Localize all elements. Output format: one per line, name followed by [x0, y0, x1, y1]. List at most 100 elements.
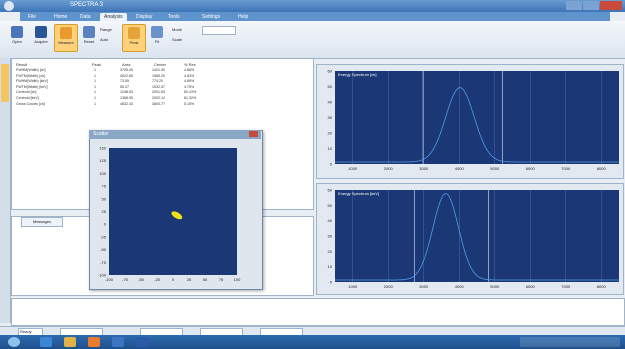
table-row[interactable]: FWTM(Width) [ch] 1 4022.80 1985.20 4.83%: [12, 74, 313, 79]
x-tick-label: 4000: [455, 166, 465, 171]
acquire-button[interactable]: Acquire: [30, 24, 52, 50]
x-tick-label: 25: [187, 277, 192, 282]
ribbon-button-label: Acquire: [34, 39, 48, 44]
table-cell: FWTM(Width) [keV]: [16, 84, 48, 89]
ribbon-option-range[interactable]: Range: [100, 27, 112, 32]
tab-display[interactable]: Display: [136, 14, 153, 20]
minimize-button[interactable]: [566, 1, 582, 10]
x-tick-label: 6000: [526, 166, 536, 171]
scatter-plot[interactable]: 150 125 100 75 50 25 0 -25 -50 -75 -100-100 -75 -50 -…: [90, 131, 262, 289]
table-cell: FWHM(Width) [keV]: [16, 79, 48, 84]
col-header-center[interactable]: Center: [154, 62, 167, 67]
y-tick-label: 10: [328, 264, 333, 269]
tab-data[interactable]: Data: [80, 14, 91, 20]
table-cell: 1: [94, 73, 96, 78]
media-icon[interactable]: [88, 337, 100, 347]
range-field[interactable]: [202, 26, 236, 35]
y-tick-label: 75: [102, 184, 107, 189]
table-cell: 4022.80: [120, 73, 133, 78]
messages-tab[interactable]: Messages: [21, 217, 63, 227]
x-tick-label: 7000: [561, 284, 571, 289]
fit-button[interactable]: Fit: [146, 24, 168, 50]
table-row[interactable]: FWTM(Width) [keV] 1 55.27 1032.57 4.75%: [12, 85, 313, 90]
y-tick-label: 40: [328, 218, 333, 223]
x-tick-label: 8000: [597, 166, 607, 171]
measure-icon: [60, 27, 72, 39]
top-spectrum-chart[interactable]: Energy Spectrum [ch] 1000 2000 3000 4000 5000…: [317, 65, 623, 178]
x-tick-label: 3000: [419, 284, 429, 289]
spectra-icon[interactable]: [136, 337, 148, 347]
x-tick-label: -75: [122, 277, 129, 282]
x-tick-label: 3000: [419, 166, 429, 171]
tab-analysis[interactable]: Analysis: [100, 13, 127, 21]
side-panel-tab[interactable]: [1, 64, 9, 102]
x-tick-label: 8000: [597, 284, 607, 289]
windows-start-icon[interactable]: [8, 337, 20, 347]
x-tick-label: 5000: [490, 166, 500, 171]
maximize-button[interactable]: [583, 1, 599, 10]
scatter-close-button[interactable]: [249, 131, 258, 137]
y-tick-label: -75: [100, 260, 107, 265]
scatter-cluster: [171, 211, 183, 220]
col-header-area[interactable]: Area: [122, 62, 131, 67]
table-cell: Gross Counts [ch]: [16, 101, 45, 106]
table-cell: 61.32%: [184, 96, 197, 100]
spectrum-curve: [335, 87, 619, 163]
table-row[interactable]: FWHM(Width) [ch] 1 3705.40 1421.50 4.88%: [12, 68, 313, 73]
table-cell: Centroid [keV]: [16, 96, 39, 100]
tab-settings[interactable]: Settings: [202, 14, 221, 20]
ribbon: Open Acquire Measure Reset Peak Fit Range Auto M…: [0, 21, 625, 59]
ribbon-button-label: Measure: [58, 40, 74, 45]
y-tick-label: 30: [328, 234, 333, 239]
y-tick-label: 25: [102, 209, 107, 214]
peak-button[interactable]: Peak: [122, 24, 146, 52]
x-tick-label: 4000: [455, 284, 465, 289]
table-cell: FWHM(Width) [ch]: [16, 68, 46, 72]
y-tick-label: 40: [328, 100, 333, 105]
open-button[interactable]: Open: [6, 24, 28, 50]
table-row[interactable]: Centroid [keV] 1 1368.95 2002.12 61.32%: [12, 96, 313, 101]
ribbon-option-auto[interactable]: Auto: [100, 37, 109, 42]
system-tray[interactable]: [520, 337, 620, 347]
app-icon[interactable]: [112, 337, 124, 347]
ie-icon[interactable]: [40, 337, 52, 347]
col-header-res[interactable]: % Res: [184, 62, 196, 67]
tab-file[interactable]: File: [28, 14, 37, 20]
close-button[interactable]: [600, 1, 622, 10]
window-title: SPECTRA 3: [70, 2, 104, 8]
y-tick-label: -100: [98, 273, 107, 278]
tab-tools[interactable]: Tools: [168, 14, 180, 20]
y-tick-label: 0: [104, 222, 107, 227]
x-tick-label: 75: [219, 277, 224, 282]
y-tick-label: 30: [328, 115, 333, 120]
ribbon-button-label: Fit: [154, 39, 160, 44]
col-header-result[interactable]: Result: [16, 62, 28, 67]
ribbon-option-mode[interactable]: Mode: [172, 27, 183, 32]
tab-home[interactable]: Home: [54, 14, 68, 20]
table-row[interactable]: Centroid [ch] 1 1248.83 2001.63 60.43%: [12, 90, 313, 95]
folder-icon[interactable]: [64, 337, 76, 347]
table-cell: 2002.12: [152, 96, 165, 100]
x-tick-label: 100: [234, 277, 241, 282]
spectrum-curve: [335, 193, 619, 281]
measure-button[interactable]: Measure: [54, 24, 78, 52]
table-row[interactable]: Gross Counts [ch] 1 4832.43 3800.77 5.15%: [12, 102, 313, 107]
table-cell: 4.83%: [184, 73, 195, 78]
table-row[interactable]: FWHM(Width) [keV] 1 73.55 774.20 4.89%: [12, 79, 313, 84]
reset-button[interactable]: Reset: [78, 24, 100, 50]
plot-area: [335, 71, 619, 164]
tab-help[interactable]: Help: [238, 14, 249, 20]
x-tick-label: -100: [105, 277, 114, 282]
bottom-spectrum-chart[interactable]: Energy Spectrum [keV]1000 2000 3000 4000 500…: [317, 184, 623, 294]
x-tick-label: 1000: [348, 284, 358, 289]
scatter-window-titlebar[interactable]: Scatter: [89, 130, 261, 139]
x-tick-label: -25: [154, 277, 161, 282]
ribbon-option-scale[interactable]: Scale: [172, 37, 183, 42]
ribbon-button-label: Open: [12, 39, 22, 44]
col-header-peak[interactable]: Peak: [92, 62, 102, 67]
x-tick-label: 6000: [526, 284, 536, 289]
table-cell: 1: [94, 79, 96, 84]
table-cell: 1985.20: [152, 73, 165, 78]
chart-title: Energy Spectrum [keV]: [338, 191, 379, 196]
ribbon-tabs: File Home Data Analysis Display Tools Settings…: [20, 12, 610, 21]
